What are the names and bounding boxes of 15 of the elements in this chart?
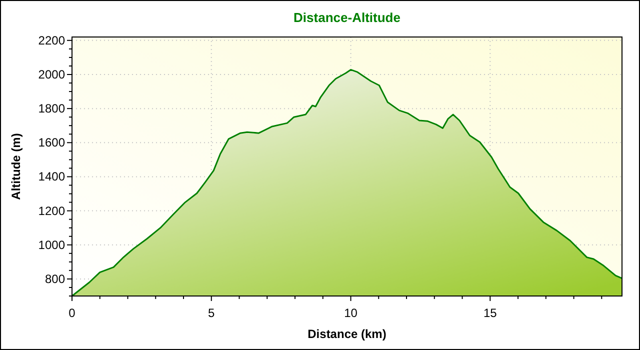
- x-tick-label: 0: [68, 306, 76, 320]
- y-tick-label: 1800: [38, 102, 66, 116]
- y-tick-label: 800: [44, 272, 66, 286]
- y-tick-label: 2200: [38, 33, 66, 48]
- y-tick-label: 1600: [38, 136, 66, 150]
- y-tick-label: 2000: [38, 67, 66, 82]
- chart-title: Distance-Altitude: [294, 10, 400, 25]
- y-tick-label: 1000: [38, 238, 66, 252]
- y-tick-label: 1200: [38, 204, 66, 218]
- y-axis-title: Altitude (m): [9, 133, 23, 200]
- x-tick-label: 10: [344, 306, 358, 320]
- x-tick-label: 15: [483, 306, 498, 320]
- x-axis-title: Distance (km): [308, 327, 386, 341]
- y-tick-label: 1400: [38, 170, 66, 184]
- x-tick-label: 5: [208, 306, 216, 320]
